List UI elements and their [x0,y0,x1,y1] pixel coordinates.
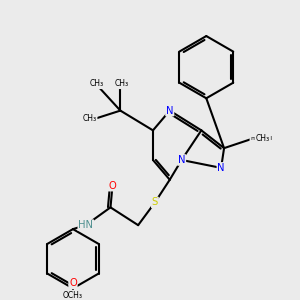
Text: CH₃: CH₃ [115,80,129,88]
Text: CH₃: CH₃ [256,134,270,143]
Text: HN: HN [78,220,93,230]
Text: O: O [109,181,116,191]
Text: OCH₃: OCH₃ [63,291,83,300]
Text: S: S [152,197,158,208]
Text: N: N [178,155,185,165]
Text: methyl: methyl [250,136,272,141]
Text: CH₃: CH₃ [90,80,104,88]
Text: O: O [69,278,77,288]
Text: N: N [218,163,225,173]
Text: N: N [166,106,173,116]
Text: CH₃: CH₃ [83,114,97,123]
